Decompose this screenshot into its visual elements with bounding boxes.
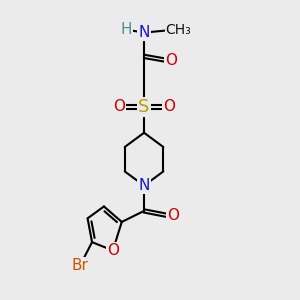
Text: O: O bbox=[107, 243, 119, 258]
Text: S: S bbox=[138, 98, 150, 116]
Text: O: O bbox=[163, 99, 175, 114]
Text: O: O bbox=[165, 53, 177, 68]
Text: H: H bbox=[121, 22, 132, 37]
Text: O: O bbox=[167, 208, 179, 224]
Text: O: O bbox=[113, 99, 125, 114]
Text: N: N bbox=[138, 178, 150, 193]
Text: CH₃: CH₃ bbox=[165, 22, 191, 37]
Text: Br: Br bbox=[72, 258, 88, 273]
Text: N: N bbox=[138, 25, 150, 40]
